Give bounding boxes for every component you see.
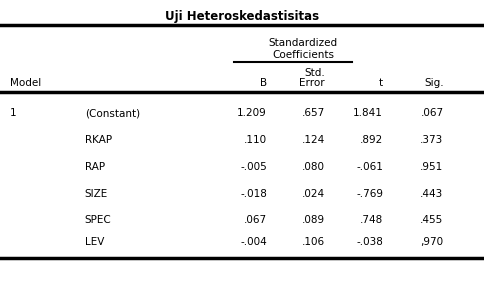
Text: B: B	[260, 78, 267, 88]
Text: .110: .110	[244, 135, 267, 145]
Text: -.769: -.769	[356, 189, 383, 199]
Text: -.005: -.005	[240, 162, 267, 172]
Text: -.004: -.004	[240, 237, 267, 247]
Text: .443: .443	[420, 189, 444, 199]
Text: Error: Error	[300, 78, 325, 88]
Text: SIZE: SIZE	[85, 189, 108, 199]
Text: -.061: -.061	[356, 162, 383, 172]
Text: (Constant): (Constant)	[85, 108, 140, 118]
Text: RKAP: RKAP	[85, 135, 112, 145]
Text: .124: .124	[302, 135, 325, 145]
Text: 1.841: 1.841	[353, 108, 383, 118]
Text: .892: .892	[360, 135, 383, 145]
Text: .748: .748	[360, 215, 383, 225]
Text: -.018: -.018	[240, 189, 267, 199]
Text: 1: 1	[10, 108, 16, 118]
Text: .024: .024	[302, 189, 325, 199]
Text: 1.209: 1.209	[237, 108, 267, 118]
Text: .373: .373	[420, 135, 444, 145]
Text: .455: .455	[420, 215, 444, 225]
Text: Uji Heteroskedastisitas: Uji Heteroskedastisitas	[165, 10, 319, 23]
Text: Standardized: Standardized	[269, 38, 337, 48]
Text: Sig.: Sig.	[424, 78, 444, 88]
Text: .106: .106	[302, 237, 325, 247]
Text: t: t	[379, 78, 383, 88]
Text: SPEC: SPEC	[85, 215, 111, 225]
Text: LEV: LEV	[85, 237, 104, 247]
Text: RAP: RAP	[85, 162, 105, 172]
Text: .067: .067	[244, 215, 267, 225]
Text: -.038: -.038	[356, 237, 383, 247]
Text: ,970: ,970	[421, 237, 444, 247]
Text: Model: Model	[10, 78, 41, 88]
Text: .951: .951	[420, 162, 444, 172]
Text: Std.: Std.	[304, 68, 325, 78]
Text: .067: .067	[421, 108, 444, 118]
Text: .657: .657	[302, 108, 325, 118]
Text: .089: .089	[302, 215, 325, 225]
Text: Coefficients: Coefficients	[272, 50, 334, 60]
Text: .080: .080	[302, 162, 325, 172]
